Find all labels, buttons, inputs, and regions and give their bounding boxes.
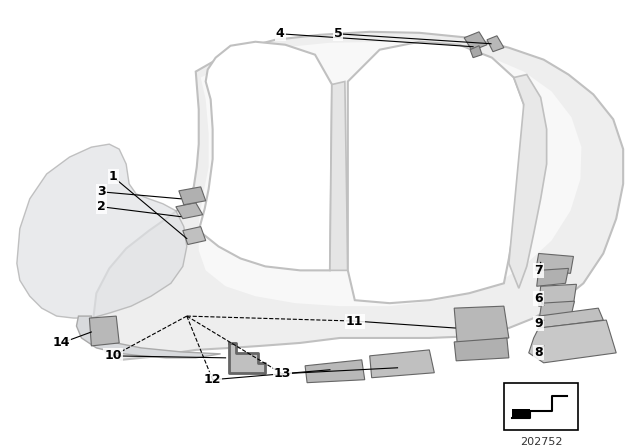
Polygon shape: [305, 360, 365, 383]
Polygon shape: [487, 36, 504, 52]
Polygon shape: [176, 203, 203, 219]
Text: 1: 1: [109, 170, 118, 183]
Polygon shape: [228, 343, 266, 373]
Polygon shape: [183, 227, 205, 245]
Text: 6: 6: [534, 292, 543, 305]
Text: 202752: 202752: [520, 437, 563, 448]
Polygon shape: [470, 46, 482, 58]
Polygon shape: [370, 350, 435, 378]
Text: 3: 3: [97, 185, 106, 198]
Polygon shape: [464, 32, 487, 51]
Polygon shape: [539, 308, 604, 328]
Bar: [504, 383, 579, 431]
Text: 11: 11: [346, 314, 364, 327]
Polygon shape: [17, 144, 187, 318]
Polygon shape: [93, 32, 623, 360]
Text: 9: 9: [534, 317, 543, 330]
Text: 2: 2: [97, 200, 106, 213]
Text: 4: 4: [276, 27, 285, 40]
Polygon shape: [512, 409, 530, 418]
Polygon shape: [540, 301, 575, 316]
Polygon shape: [330, 82, 348, 270]
Text: 7: 7: [534, 264, 543, 277]
Polygon shape: [90, 316, 119, 346]
Polygon shape: [509, 74, 547, 288]
Polygon shape: [454, 306, 509, 343]
Polygon shape: [348, 42, 527, 303]
Text: 12: 12: [204, 373, 221, 386]
Polygon shape: [539, 284, 577, 306]
Polygon shape: [537, 268, 568, 286]
Polygon shape: [76, 316, 221, 358]
Polygon shape: [536, 254, 573, 273]
Text: 5: 5: [333, 27, 342, 40]
Polygon shape: [199, 42, 332, 270]
Text: 13: 13: [273, 367, 291, 380]
Polygon shape: [179, 187, 205, 205]
Polygon shape: [199, 42, 581, 306]
Text: 8: 8: [534, 346, 543, 359]
Text: 10: 10: [104, 349, 122, 362]
Text: 14: 14: [53, 336, 70, 349]
Polygon shape: [529, 320, 616, 363]
Polygon shape: [454, 338, 509, 361]
